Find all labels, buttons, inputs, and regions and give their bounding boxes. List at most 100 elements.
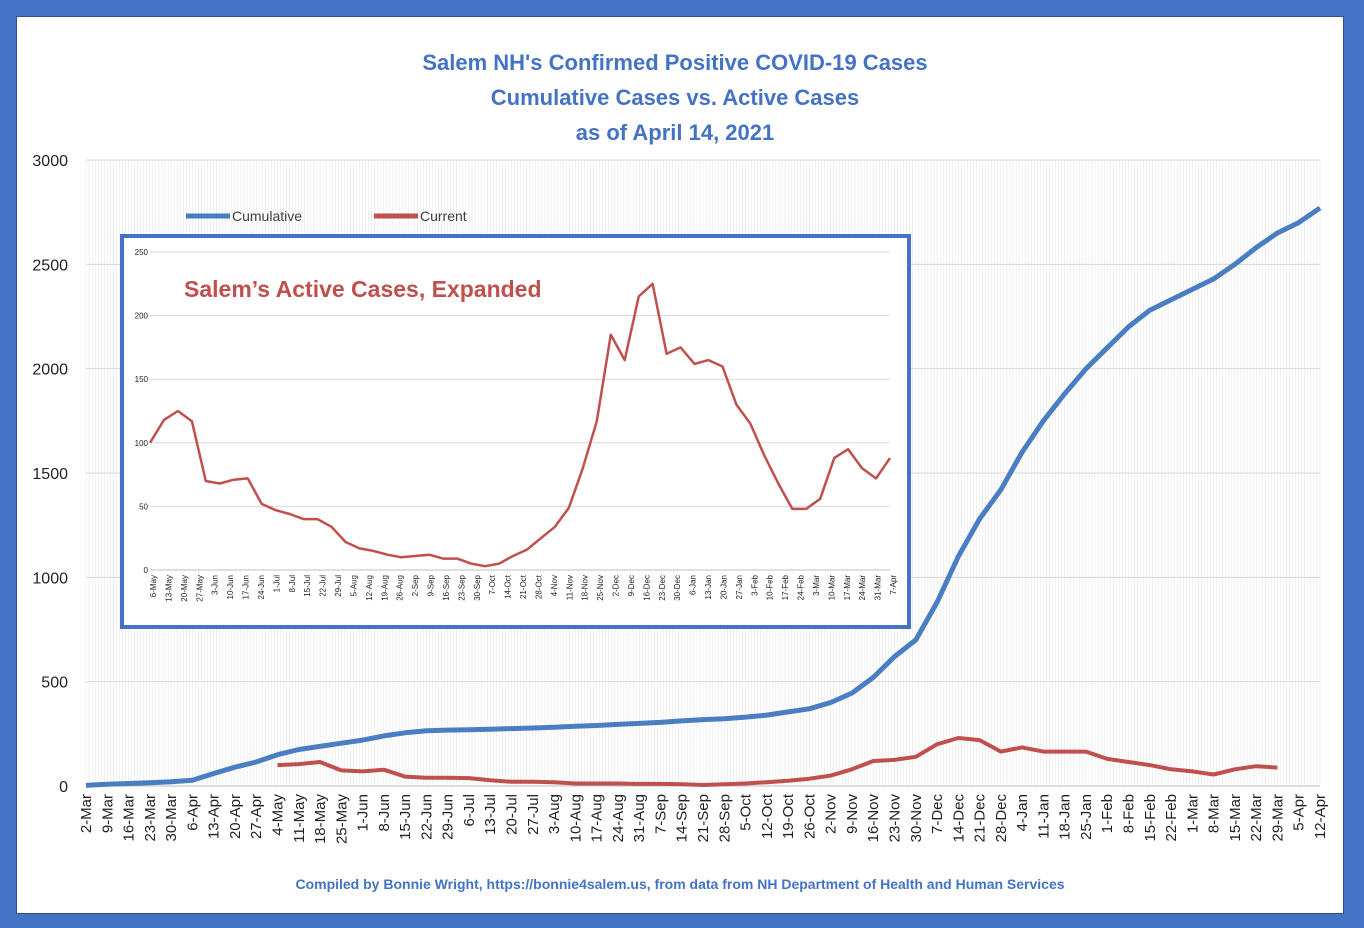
inset-y-tick-label: 0 [144, 566, 149, 575]
inset-x-tick-label: 23-Sep [457, 574, 466, 600]
inset-chart: 0 50 100 150 200 250 6-May 13-May 20-May 27-May 3… [120, 234, 911, 629]
inset-x-tick-label: 22-Jul [319, 575, 328, 597]
inset-x-tick-label: 28-Oct [534, 574, 543, 599]
inset-x-tick-label: 5-Aug [349, 575, 358, 596]
y-tick-label: 0 [59, 779, 68, 796]
inset-x-tick-label: 10-Feb [766, 574, 775, 600]
x-tick-label: 22-Mar [1248, 794, 1265, 842]
x-tick-label: 28-Sep [716, 794, 733, 842]
x-tick-label: 20-Jul [504, 794, 521, 835]
inset-y-tick-label: 150 [135, 375, 149, 384]
x-tick-label: 30-Nov [908, 794, 925, 843]
x-tick-label: 5-Oct [738, 793, 755, 831]
inset-x-tick-label: 27-May [195, 575, 204, 602]
x-tick-label: 15-Feb [1142, 794, 1159, 842]
main-x-axis: 2-Mar 9-Mar 16-Mar 23-Mar 30-Mar 6-Apr 13-Apr 2… [78, 793, 1329, 844]
x-tick-label: 15-Jun [397, 794, 414, 840]
inset-x-tick-label: 8-Jul [288, 575, 297, 593]
inset-y-tick-label: 200 [135, 312, 149, 321]
x-tick-label: 25-May [333, 794, 350, 845]
x-tick-label: 28-Dec [993, 794, 1010, 843]
chart-title: Salem NH's Confirmed Positive COVID-19 C… [422, 50, 927, 75]
x-tick-label: 29-Mar [1269, 794, 1286, 842]
x-tick-label: 16-Mar [121, 794, 138, 842]
inset-x-tick-label: 24-Jun [257, 575, 266, 599]
inset-x-tick-label: 20-May [180, 575, 189, 602]
x-tick-label: 8-Feb [1121, 794, 1138, 833]
series-line-cumulative [85, 205, 1322, 788]
inset-x-tick-label: 15-Jul [303, 575, 312, 597]
inset-x-tick-label: 3-Mar [812, 575, 821, 596]
x-tick-label: 6-Jul [461, 794, 478, 827]
inset-border [120, 234, 911, 629]
x-tick-label: 4-Jan [1014, 794, 1031, 832]
inset-x-tick-label: 17-Feb [781, 574, 790, 600]
inset-title: Salem’s Active Cases, Expanded [184, 276, 542, 302]
x-tick-label: 13-Apr [206, 794, 223, 839]
inset-x-tick-label: 25-Nov [596, 575, 605, 601]
x-tick-label: 8-Jun [376, 794, 393, 832]
x-tick-label: 2-Mar [78, 794, 95, 833]
x-tick-label: 14-Sep [674, 794, 691, 842]
inset-x-tick-label: 24-Mar [858, 575, 867, 601]
inset-x-tick-label: 13-Jan [704, 575, 713, 599]
inset-x-tick-label: 6-Jan [689, 575, 698, 595]
inset-y-tick-label: 250 [135, 248, 149, 257]
x-tick-label: 3-Aug [546, 794, 563, 834]
inset-y-tick-label: 100 [135, 439, 149, 448]
x-tick-label: 29-Jun [440, 794, 457, 840]
inset-x-tick-label: 29-Jul [334, 575, 343, 597]
inset-x-tick-label: 6-May [149, 575, 158, 597]
inset-x-tick-label: 17-Jun [242, 575, 251, 599]
inset-x-tick-label: 1-Jul [272, 575, 281, 593]
x-tick-label: 11-May [291, 794, 308, 843]
x-tick-label: 17-Aug [589, 794, 606, 842]
legend-current-label: Current [420, 208, 467, 224]
x-tick-label: 9-Nov [844, 794, 861, 835]
x-tick-label: 13-Jul [482, 794, 499, 835]
inset-x-tick-label: 10-Jun [226, 575, 235, 599]
inset-x-tick-label: 2-Dec [612, 575, 621, 596]
x-tick-label: 31-Aug [631, 794, 648, 842]
x-tick-label: 23-Nov [886, 794, 903, 843]
x-tick-label: 15-Mar [1227, 794, 1244, 842]
inset-x-tick-label: 7-Oct [488, 574, 497, 594]
x-tick-label: 11-Jan [1035, 794, 1052, 839]
x-tick-label: 30-Mar [163, 794, 180, 842]
x-tick-label: 6-Apr [184, 794, 201, 831]
x-tick-label: 10-Aug [567, 794, 584, 842]
x-tick-label: 1-Jun [355, 794, 372, 832]
y-tick-label: 500 [41, 675, 68, 692]
chart-subtitle-1: Cumulative Cases vs. Active Cases [491, 85, 860, 110]
x-tick-label: 18-May [312, 794, 329, 845]
inset-x-tick-label: 3-Feb [750, 574, 759, 595]
y-tick-label: 1500 [32, 466, 68, 483]
inset-x-tick-label: 12-Aug [365, 575, 374, 601]
inset-grid [150, 251, 890, 571]
x-tick-label: 26-Oct [801, 793, 818, 839]
x-tick-label: 5-Apr [1291, 794, 1308, 831]
inset-x-tick-label: 30-Sep [473, 574, 482, 600]
x-tick-label: 27-Apr [248, 794, 265, 839]
x-tick-label: 20-Apr [227, 794, 244, 839]
x-tick-label: 27-Jul [525, 794, 542, 835]
y-tick-label: 2500 [32, 257, 68, 274]
inset-y-tick-label: 50 [139, 502, 148, 511]
inset-x-tick-label: 14-Oct [504, 574, 513, 599]
x-tick-label: 7-Sep [652, 794, 669, 834]
inset-series-line-current [148, 282, 892, 568]
credit-line: Compiled by Bonnie Wright, https://bonni… [295, 876, 1064, 892]
x-tick-label: 22-Jun [418, 794, 435, 840]
inset-x-tick-label: 27-Jan [735, 575, 744, 599]
x-tick-label: 4-May [269, 794, 286, 836]
series-line-current [277, 736, 1278, 787]
x-tick-label: 23-Mar [142, 794, 159, 842]
inset-x-tick-label: 4-Nov [550, 575, 559, 596]
x-tick-label: 22-Feb [1163, 794, 1180, 842]
inset-x-tick-label: 17-Mar [843, 575, 852, 601]
inset-x-tick-label: 9-Dec [627, 575, 636, 596]
inset-x-tick-label: 11-Nov [565, 575, 574, 600]
x-tick-label: 18-Jan [1057, 794, 1074, 840]
x-tick-label: 1-Feb [1099, 794, 1116, 833]
legend: Cumulative Current [186, 208, 467, 224]
